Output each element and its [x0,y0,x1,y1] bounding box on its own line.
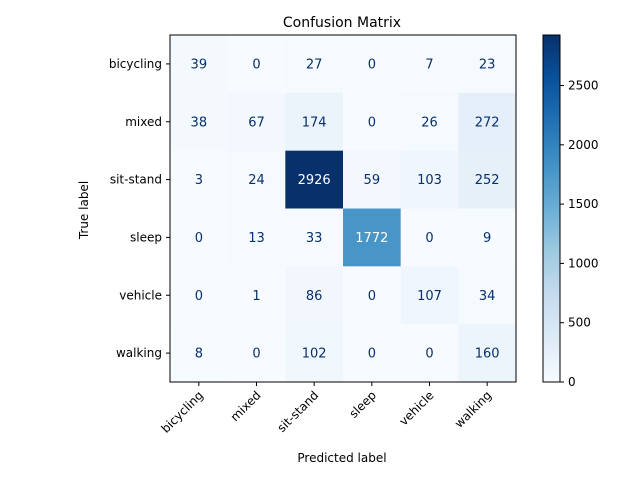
heatmap-cell-label: 3 [195,173,203,188]
heatmap-cell [343,208,402,267]
heatmap-cell-label: 7 [425,57,433,72]
heatmap-cell [343,150,402,209]
y-tick-label: walking [116,346,162,360]
heatmap-cell [400,208,459,267]
colorbar-tick-label: 2500 [568,79,599,93]
heatmap-cell-label: 26 [421,115,438,130]
chart-title: Confusion Matrix [283,15,401,31]
heatmap-cell [285,324,344,383]
heatmap-cell [170,35,229,94]
heatmap-cell [285,35,344,94]
heatmap-cell [400,92,459,152]
heatmap-cell [458,208,517,267]
heatmap-cell-label: 86 [306,289,323,304]
heatmap-cell-label: 0 [368,115,376,130]
heatmap-cell-label: 0 [252,57,260,72]
y-tick-label: sit-stand [110,173,162,187]
heatmap-cell [343,35,402,94]
heatmap-cell-label: 0 [252,347,260,362]
heatmap-cell-label: 38 [191,115,208,130]
heatmap-cell [458,266,517,325]
heatmap-cell [170,92,229,152]
y-tick-label: sleep [130,230,162,244]
heatmap-cell [227,92,286,152]
heatmap-cell [285,150,344,209]
colorbar-ticks: 0 500 1000 1500 2000 2500 [560,79,599,389]
heatmap-cell [343,324,402,383]
heatmap-cell [400,150,459,209]
heatmap-cell [343,92,402,152]
heatmap-cell-label: 0 [368,57,376,72]
colorbar-tick-label: 1500 [568,197,599,211]
heatmap-cell-label: 33 [306,231,323,246]
heatmap-cell-label: 272 [475,115,500,130]
heatmap-cell [170,324,229,383]
heatmap-cell-label: 67 [248,115,265,130]
heatmap-cell-label: 34 [479,289,496,304]
colorbar-tick-label: 1000 [568,256,599,270]
heatmap-cell-label: 107 [417,289,442,304]
heatmap-cell [227,35,286,94]
heatmap-cell-label: 0 [425,231,433,246]
heatmap-cell-label: 0 [195,289,203,304]
colorbar-tick-label: 2000 [568,138,599,152]
heatmap-cell [400,266,459,325]
heatmap-cell-label: 1772 [355,231,388,246]
heatmap-cell [343,266,402,325]
heatmap-cell [458,92,517,152]
heatmap-cell [458,35,517,94]
heatmap-cell [170,208,229,267]
heatmap-cell-label: 0 [368,347,376,362]
y-tick-label: mixed [125,115,162,129]
y-axis-label: True label [77,181,91,240]
heatmap-cell [227,324,286,383]
heatmap-cell [400,35,459,94]
heatmap-cell-label: 0 [425,347,433,362]
x-axis-label: Predicted label [297,451,386,465]
heatmap-cell [400,324,459,383]
colorbar [542,34,561,383]
heatmap-cell [285,266,344,325]
y-tick-label: bicycling [109,57,162,71]
y-tick-label: vehicle [119,288,162,302]
heatmap-cell [227,150,286,209]
heatmap-cell-label: 27 [306,57,323,72]
plot-frame [169,34,517,383]
heatmap-cell [285,92,344,152]
heatmap-cells [170,35,517,383]
heatmap-cell-label: 174 [302,115,327,130]
heatmap-cell-label: 160 [475,347,500,362]
heatmap-cell [170,150,229,209]
heatmap-cell-label: 9 [483,231,491,246]
heatmap-cell [458,324,517,383]
heatmap-cell-label: 39 [191,57,208,72]
heatmap-cell-label: 0 [368,289,376,304]
heatmap-cell [227,266,286,325]
heatmap-cell [458,150,517,209]
heatmap-cell [285,208,344,267]
heatmap-cell-label: 103 [417,173,442,188]
heatmap-cell [227,208,286,267]
heatmap-cell-label: 0 [195,231,203,246]
colorbar-tick-label: 0 [568,375,576,389]
heatmap-cell-label: 1 [252,289,260,304]
colorbar-tick-label: 500 [568,316,591,330]
heatmap-cell-label: 2926 [298,173,331,188]
heatmap-cell-label: 13 [248,231,265,246]
heatmap-cell-label: 24 [248,173,265,188]
heatmap-cell [170,266,229,325]
heatmap-cell-label: 8 [195,347,203,362]
heatmap-cell-label: 59 [364,173,381,188]
y-axis-ticks: bicycling mixed sit-stand sleep vehicle walki… [109,57,170,360]
heatmap-cell-label: 252 [475,173,500,188]
heatmap-cell-label: 23 [479,57,496,72]
heatmap-cell-label: 102 [302,347,327,362]
